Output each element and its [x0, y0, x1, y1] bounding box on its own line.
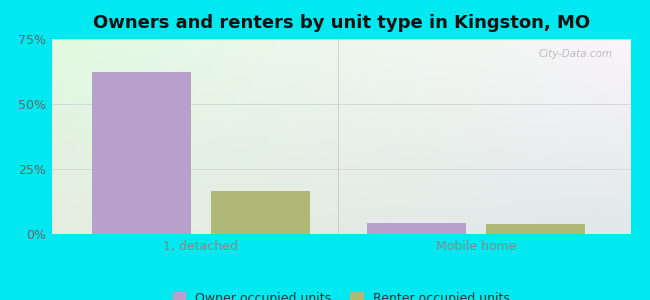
Legend: Owner occupied units, Renter occupied units: Owner occupied units, Renter occupied un… — [168, 287, 515, 300]
Bar — [486, 224, 585, 234]
Bar — [92, 71, 191, 234]
Text: City-Data.com: City-Data.com — [539, 49, 613, 59]
Bar — [211, 191, 310, 234]
Bar — [367, 223, 466, 234]
Title: Owners and renters by unit type in Kingston, MO: Owners and renters by unit type in Kings… — [93, 14, 590, 32]
